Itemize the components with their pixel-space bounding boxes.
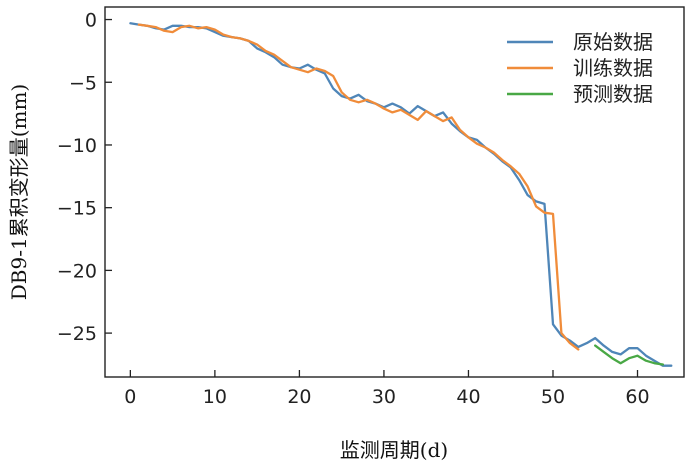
y-axis-title: DB9-1累积变形量(mm) bbox=[7, 84, 31, 300]
legend-item-original: 原始数据 bbox=[507, 30, 653, 54]
x-axis-ticks: 0 10 20 30 40 50 60 bbox=[124, 370, 650, 408]
y-tick-label: −15 bbox=[57, 198, 97, 220]
x-axis-title: 监测周期(d) bbox=[340, 438, 448, 462]
x-tick-label: 50 bbox=[541, 386, 565, 408]
legend-label: 训练数据 bbox=[573, 56, 653, 80]
plot-frame bbox=[104, 6, 685, 378]
series-line-training bbox=[137, 23, 580, 351]
x-tick-label: 60 bbox=[625, 386, 649, 408]
series-layer bbox=[129, 22, 673, 367]
legend-label: 原始数据 bbox=[573, 30, 653, 54]
y-axis-ticks: 0 −5 −10 −15 −20 −25 bbox=[57, 10, 112, 345]
x-tick-label: 30 bbox=[372, 386, 396, 408]
series-line-predicted bbox=[594, 344, 665, 366]
y-tick-label: −20 bbox=[57, 260, 97, 282]
y-tick-label: −5 bbox=[69, 72, 97, 94]
y-tick-label: 0 bbox=[85, 10, 97, 32]
x-tick-label: 20 bbox=[287, 386, 311, 408]
y-tick-label: −10 bbox=[57, 135, 97, 157]
y-tick-label: −25 bbox=[57, 323, 97, 345]
series-line-original bbox=[129, 22, 673, 367]
legend-item-predicted: 预测数据 bbox=[507, 82, 653, 106]
legend-item-training: 训练数据 bbox=[507, 56, 653, 80]
legend-label: 预测数据 bbox=[573, 82, 653, 106]
x-tick-label: 0 bbox=[124, 386, 136, 408]
x-tick-label: 40 bbox=[456, 386, 480, 408]
x-tick-label: 10 bbox=[203, 386, 227, 408]
